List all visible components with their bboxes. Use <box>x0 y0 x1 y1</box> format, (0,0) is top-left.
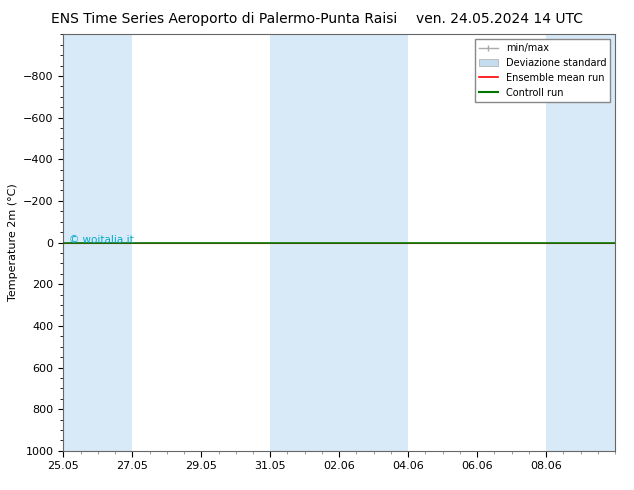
Bar <box>270 34 339 451</box>
Text: ENS Time Series Aeroporto di Palermo-Punta Raisi: ENS Time Series Aeroporto di Palermo-Pun… <box>51 12 397 26</box>
Bar <box>63 34 133 451</box>
Bar <box>546 34 615 451</box>
Legend: min/max, Deviazione standard, Ensemble mean run, Controll run: min/max, Deviazione standard, Ensemble m… <box>475 39 610 101</box>
Text: ven. 24.05.2024 14 UTC: ven. 24.05.2024 14 UTC <box>417 12 583 26</box>
Y-axis label: Temperature 2m (°C): Temperature 2m (°C) <box>8 184 18 301</box>
Text: © woitalia.it: © woitalia.it <box>69 236 134 245</box>
Bar <box>339 34 408 451</box>
